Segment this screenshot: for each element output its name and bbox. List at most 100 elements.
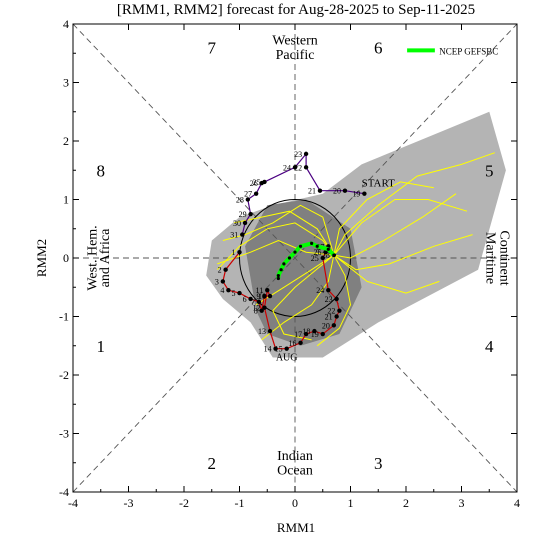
observed-day-label: 24 (316, 286, 324, 295)
observed-day-label: 3 (215, 277, 219, 286)
observed-day-label: 5 (232, 289, 236, 298)
x-tick-label: 3 (459, 496, 465, 510)
observed-day-label: 30 (233, 219, 241, 228)
ensemble-member-line (333, 234, 473, 271)
y-tick-label: 4 (63, 17, 69, 31)
observed-july-point (303, 151, 309, 157)
observed-day-label: 1 (232, 248, 236, 257)
observed-day-label: 12 (252, 304, 260, 313)
observed-july-point (259, 180, 264, 186)
region-label-right: Maritime (482, 232, 497, 284)
y-tick-label: -3 (59, 427, 69, 441)
observed-day-label: 14 (264, 345, 272, 354)
observed-august-point (334, 314, 339, 319)
observed-day-label: 11 (256, 286, 264, 295)
ensemble-member-line (272, 254, 335, 341)
x-tick-label: 1 (348, 496, 354, 510)
observed-day-label: 19 (311, 330, 319, 339)
observed-august-point (262, 293, 267, 299)
observed-day-label: 28 (322, 251, 330, 260)
region-label-top: Pacific (276, 48, 315, 63)
observed-august-point (273, 346, 278, 351)
observed-july-point (242, 220, 248, 226)
observed-july-point (245, 197, 251, 202)
phase-number: 5 (485, 161, 494, 180)
x-axis-label: RMM1 (277, 520, 315, 535)
observed-august-point (303, 331, 309, 337)
phase-number: 6 (374, 38, 383, 57)
gefsbc-forecast-point (315, 244, 319, 248)
observed-august-point (298, 340, 303, 346)
observed-day-label: 16 (289, 339, 297, 348)
observed-august-point (223, 267, 228, 272)
observed-day-label: 17 (294, 330, 302, 339)
gefsbc-forecast-point (276, 273, 280, 278)
gefsbc-forecast-point (298, 244, 303, 248)
ensemble-member-line (333, 254, 440, 294)
observed-day-label: 8 (254, 307, 258, 316)
observed-july-point (240, 232, 245, 237)
observed-august-point (323, 249, 328, 255)
region-label-left: and Africa (98, 228, 113, 287)
observed-july-point (362, 191, 367, 196)
ensemble-member-line (333, 193, 457, 259)
observed-august-point (248, 296, 253, 302)
ensemble-member-line (316, 254, 352, 347)
ensemble-member-line (333, 152, 495, 256)
phase-number: 7 (208, 38, 217, 57)
observed-day-label: 9 (256, 292, 260, 301)
observed-july-point (303, 165, 309, 170)
observed-day-label: 24 (283, 163, 291, 172)
observed-august-point (220, 279, 226, 284)
observed-august-point (256, 299, 262, 305)
gefsbc-forecast-point (279, 268, 283, 272)
observed-day-label: 19 (352, 190, 360, 199)
observed-august-point (320, 255, 325, 261)
observed-day-label: 7 (251, 298, 255, 307)
start-label: START (362, 178, 396, 190)
x-tick-label: -2 (179, 496, 189, 510)
observed-august-point (267, 293, 273, 299)
x-tick-label: -1 (235, 496, 245, 510)
observed-august-point (262, 305, 267, 310)
observed-august-point (331, 323, 337, 328)
observed-august-point (334, 296, 339, 302)
observed-august-point (237, 290, 242, 296)
observed-day-label: 23 (325, 295, 333, 304)
observed-august-point (320, 331, 325, 337)
region-label-top: Western (272, 33, 318, 48)
month-label: AUG (276, 352, 298, 363)
observed-august-point (312, 328, 317, 334)
x-tick-label: -4 (68, 496, 78, 510)
observed-day-label: 2 (218, 266, 222, 275)
observed-day-label: 20 (322, 321, 330, 330)
observed-august-point (259, 308, 264, 313)
gefsbc-forecast-point (332, 253, 336, 257)
observed-day-label: 6 (243, 295, 247, 304)
phase-number: 2 (208, 454, 217, 473)
observed-july-point (317, 188, 323, 193)
observed-july-point (253, 191, 259, 196)
observed-august-point (326, 287, 331, 293)
y-tick-label: -1 (59, 310, 69, 324)
region-label-bottom: Indian (277, 449, 313, 464)
gefsbc-forecast-point (287, 256, 292, 260)
observed-day-label: 10 (258, 292, 266, 301)
phase-diagonal-line (72, 23, 518, 493)
observed-day-label: 28 (236, 196, 244, 205)
observed-day-label: 23 (294, 150, 302, 159)
observed-day-label: 4 (220, 286, 224, 295)
chart-title: [RMM1, RMM2] forecast for Aug-28-2025 to… (117, 2, 475, 18)
phase-number: 4 (485, 337, 494, 356)
observed-day-label: 18 (302, 327, 310, 336)
region-label-left: West. Hem. (85, 225, 100, 290)
gefsbc-forecast-point (293, 250, 297, 254)
phase-number: 3 (374, 454, 383, 473)
observed-day-label: 15 (275, 345, 283, 354)
observed-august-point (226, 287, 231, 293)
observed-august-point (267, 328, 273, 334)
y-tick-label: 0 (63, 251, 69, 265)
observed-july-point (248, 211, 253, 217)
